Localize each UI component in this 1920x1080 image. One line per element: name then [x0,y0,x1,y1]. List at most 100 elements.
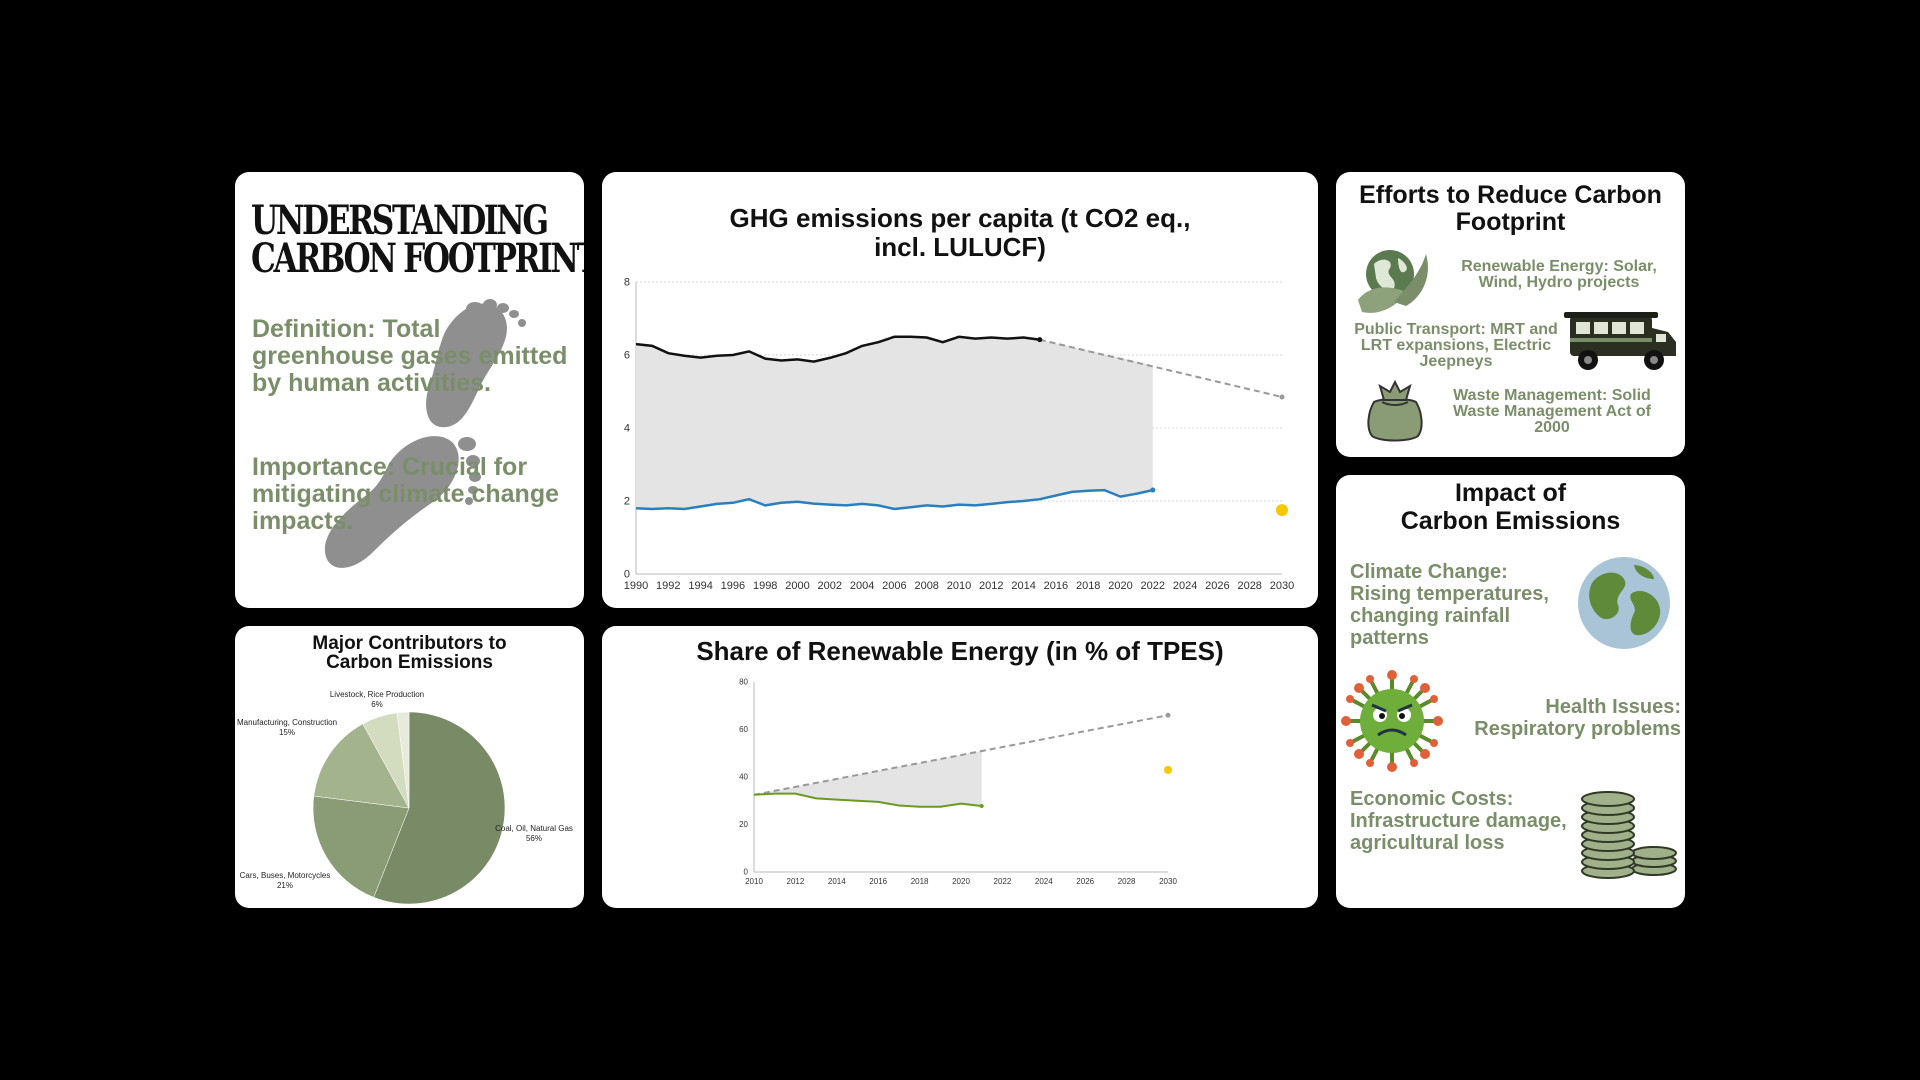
x-tick-label: 2024 [1035,877,1053,886]
series-end-point-1 [979,803,984,808]
jeepney-icon [1564,312,1676,370]
y-tick-label: 6 [624,350,630,362]
pie-label-coal: Coal, Oil, Natural Gas 56% [489,824,579,844]
projection-line [753,714,1169,796]
x-tick-label: 2020 [952,877,970,886]
y-tick-label: 40 [739,773,748,782]
definition-text: Definition: Total greenhouse gases emitt… [252,315,568,397]
x-tick-label: 2004 [850,580,874,592]
virus-icon [1341,670,1443,772]
effort-transport: Public Transport: MRT and LRT expansions… [1354,321,1558,370]
x-tick-label: 2026 [1076,877,1094,886]
pie-label-cars-pct: 21% [276,881,293,890]
x-tick-label: 2016 [869,877,887,886]
renewable-chart: 0 20 40 60 80 2010 2012 2014 2016 2018 2020 2022 202… [739,678,1177,886]
projection-end-point [1165,712,1171,718]
pie-slice-3 [313,723,410,809]
x-tick-label: 2012 [787,877,805,886]
x-tick-label: 2008 [914,580,938,592]
x-tick-label: 1990 [624,580,648,592]
x-tick-label: 2030 [1159,877,1177,886]
projection-line [1039,338,1283,398]
x-tick-label: 2010 [745,877,763,886]
impact-health: Health Issues: Respiratory problems [1474,696,1681,740]
pie-slice-2 [312,795,410,898]
effort-renewable: Renewable Energy: Solar, Wind, Hydro pro… [1461,258,1657,291]
earth-icon [1578,557,1670,649]
x-tick-label: 2030 [1270,580,1294,592]
renewable-chart-card: Share of Renewable Energy (in % of TPES)… [602,626,1318,908]
x-tick-label: 2010 [947,580,971,592]
gap-area [754,750,982,807]
title-line-1: UNDERSTANDING [251,197,549,244]
x-tick-label: 2022 [994,877,1012,886]
x-tick-label: 2012 [979,580,1003,592]
pie-label-livestock-name: Livestock, Rice Production [329,690,425,699]
target-point [1276,504,1288,517]
x-tick-label: 1998 [753,580,777,592]
x-tick-label: 1992 [656,580,680,592]
x-tick-label: 1994 [688,580,712,592]
effort-waste: Waste Management: Solid Waste Management… [1453,387,1651,436]
coins-icon [1581,791,1677,879]
efforts-card: Efforts to Reduce Carbon Footprint Renew… [1336,172,1685,457]
pie-label-manufacturing-name: Manufacturing, Construction [236,718,338,727]
ghg-chart: 0 2 4 6 8 1990 1992 1994 1996 1998 2000 2002 2004 200… [624,277,1294,592]
x-tick-label: 2014 [1011,580,1035,592]
gap-area [636,336,1153,510]
pie-label-coal-pct: 56% [525,834,542,843]
contributors-chart-title: Major Contributors to Carbon Emissions [312,633,507,673]
y-tick-label: 80 [739,678,748,687]
x-tick-label: 2014 [828,877,846,886]
pie-slice-1 [373,711,506,905]
x-tick-label: 2018 [1076,580,1100,592]
impact-title-line-2: Carbon Emissions [1400,507,1621,535]
ghg-chart-card: GHG emissions per capita (t CO2 eq., inc… [602,172,1318,608]
pie-label-coal-name: Coal, Oil, Natural Gas [495,824,573,833]
pie-label-livestock-pct: 6% [371,700,383,709]
series-line-1 [635,335,1040,363]
series-end-point-2 [1150,487,1156,493]
pie-label-cars-name: Cars, Buses, Motorcycles [239,871,331,880]
y-tick-label: 0 [744,868,749,877]
impact-economic: Economic Costs: Infrastructure damage, a… [1350,788,1567,854]
pie-slice-5 [396,711,410,809]
renewable-chart-title: Share of Renewable Energy (in % of TPES) [696,636,1224,666]
x-tick-label: 2026 [1205,580,1229,592]
x-tick-label: 2018 [911,877,929,886]
target-point [1164,765,1172,774]
footprints-icon [324,299,526,568]
x-tick-label: 2028 [1118,877,1136,886]
projection-end-point [1279,394,1285,400]
x-tick-label: 1996 [721,580,745,592]
title-line-2: CARBON FOOTPRINT [251,235,584,282]
impact-climate: Climate Change: Rising temperatures, cha… [1350,561,1549,649]
y-tick-label: 2 [624,496,630,508]
x-tick-label: 2016 [1044,580,1068,592]
x-tick-label: 2006 [882,580,906,592]
ghg-chart-title: GHG emissions per capita (t CO2 eq., inc… [729,203,1191,262]
y-tick-label: 0 [624,569,630,581]
globe-leaf-icon [1358,250,1428,313]
pie-label-livestock: Livestock, Rice Production 6% [317,690,437,710]
y-tick-label: 8 [624,277,630,289]
pie-label-manufacturing-pct: 15% [278,728,295,737]
x-tick-label: 2024 [1173,580,1197,592]
x-tick-label: 2022 [1141,580,1165,592]
trash-bag-icon [1367,379,1423,442]
series-line-2 [635,488,1154,511]
impact-title-line-1: Impact of [1454,479,1567,507]
y-tick-label: 4 [624,423,630,435]
y-tick-label: 20 [739,820,748,829]
x-tick-label: 2002 [818,580,842,592]
impact-title: Impact of Carbon Emissions [1336,479,1685,535]
series-end-point-1 [1037,337,1043,343]
understanding-card: UNDERSTANDING CARBON FOOTPRINT Definitio… [235,172,584,608]
efforts-title: Efforts to Reduce Carbon Footprint [1359,181,1662,236]
page-title: UNDERSTANDING CARBON FOOTPRINT [251,197,584,282]
x-tick-label: 2000 [785,580,809,592]
contributors-card: Major Contributors to Carbon Emissions C… [235,626,584,908]
impact-card: Impact of Carbon Emissions Climate Chang… [1336,475,1685,908]
y-tick-label: 60 [739,725,748,734]
contributors-pie-chart [312,711,506,905]
